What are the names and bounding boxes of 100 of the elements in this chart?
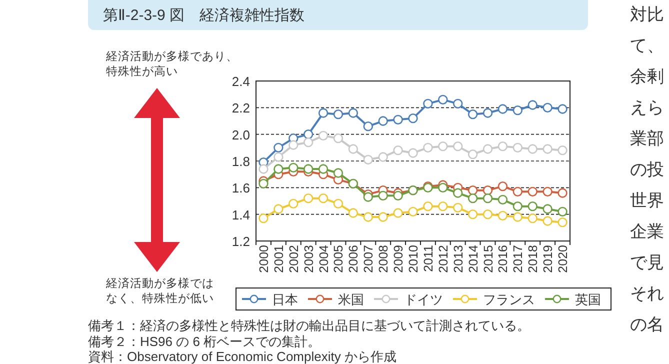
point: [378, 152, 388, 162]
point: [453, 188, 463, 198]
x-tick-label: 2002: [286, 244, 301, 273]
text: の名: [630, 315, 664, 335]
x-tick-label: 2018: [526, 244, 540, 273]
x-tick-label: 2017: [511, 244, 526, 273]
point: [558, 206, 568, 217]
point: [482, 193, 493, 204]
point: [528, 213, 538, 224]
point: [482, 108, 493, 118]
text: 経済活動が多様であり、: [105, 49, 238, 63]
point: [408, 206, 418, 217]
point: [333, 109, 344, 120]
text: て、: [630, 36, 664, 56]
point: [498, 210, 508, 221]
point: [303, 129, 314, 140]
x-tick-label: 2013: [451, 244, 466, 273]
x-tick-label: 2011: [421, 244, 436, 272]
point: [468, 109, 478, 120]
point: [512, 142, 523, 153]
point: [318, 108, 328, 118]
point: [482, 185, 493, 196]
text: 備考２：HS96 の 6 桁ベースでの集計。: [88, 334, 321, 349]
point: [288, 162, 298, 173]
point: [274, 164, 284, 174]
text: 経済活動が多様では: [105, 276, 214, 290]
point: [438, 141, 448, 152]
x-tick-label: 2006: [346, 244, 361, 273]
point: [453, 202, 463, 213]
point: [288, 198, 298, 209]
point: [558, 217, 568, 228]
point: [542, 144, 552, 154]
point: [512, 212, 523, 222]
point: [512, 186, 523, 197]
point: [498, 104, 508, 114]
point: [288, 140, 298, 150]
point: [318, 193, 328, 204]
point: [558, 104, 568, 114]
text: 企業: [630, 222, 664, 242]
point: [482, 144, 493, 154]
point: [498, 194, 508, 205]
y-tick-label: 1.2: [232, 234, 250, 249]
x-tick-label: 2012: [436, 244, 450, 273]
text: 世界: [630, 191, 664, 211]
point: [393, 145, 403, 156]
point: [453, 141, 463, 152]
x-tick-label: 2008: [376, 244, 391, 273]
legend-label: フランス: [483, 292, 535, 307]
point: [303, 137, 314, 148]
point: [303, 193, 314, 204]
point: [258, 213, 268, 224]
point: [393, 208, 403, 218]
point: [378, 212, 388, 222]
y-tick-label: 1.8: [232, 154, 250, 169]
point: [274, 204, 284, 214]
x-tick-label: 2005: [332, 244, 346, 273]
point: [408, 113, 418, 124]
point: [348, 144, 358, 154]
point: [333, 133, 344, 144]
x-tick-label: 2004: [316, 244, 331, 273]
point: [378, 116, 388, 126]
point: [542, 102, 552, 113]
legend-label: 英国: [575, 292, 601, 307]
text: 備考１：経済の多様性と特殊性は財の輸出品目に基づいて計測されている。: [88, 318, 530, 333]
point: [542, 216, 552, 226]
x-tick-label: 2019: [541, 244, 556, 273]
point: [528, 186, 538, 197]
point: [363, 192, 373, 202]
point: [408, 148, 418, 158]
point: [512, 105, 523, 116]
y-tick-label: 2.2: [232, 100, 250, 116]
point: [274, 142, 284, 153]
point: [468, 149, 478, 160]
point: [498, 141, 508, 152]
point: [393, 190, 403, 201]
x-tick-label: 2020: [556, 244, 570, 273]
chart-title: 第Ⅱ-2-3-9 図 経済複雑性指数: [103, 7, 305, 24]
y-tick-label: 2.0: [232, 127, 250, 142]
point: [333, 198, 344, 209]
point: [468, 185, 478, 196]
point: [423, 142, 433, 153]
text: なく、特殊性が低い: [106, 292, 214, 305]
point: [542, 186, 552, 197]
x-tick-label: 2015: [481, 244, 496, 273]
point: [378, 190, 388, 201]
point: [303, 164, 314, 174]
x-tick-label: 2010: [406, 244, 420, 273]
point: [393, 114, 403, 125]
point: [558, 145, 568, 156]
point: [542, 204, 552, 214]
x-tick-label: 2003: [302, 244, 316, 273]
point: [318, 130, 328, 141]
legend-label: ドイツ: [404, 292, 443, 307]
x-tick-label: 2000: [256, 244, 271, 273]
y-tick-label: 1.6: [232, 180, 250, 196]
point: [528, 201, 538, 212]
point: [258, 164, 268, 174]
point: [363, 212, 373, 222]
text: の投: [630, 160, 664, 180]
point: [348, 208, 358, 218]
